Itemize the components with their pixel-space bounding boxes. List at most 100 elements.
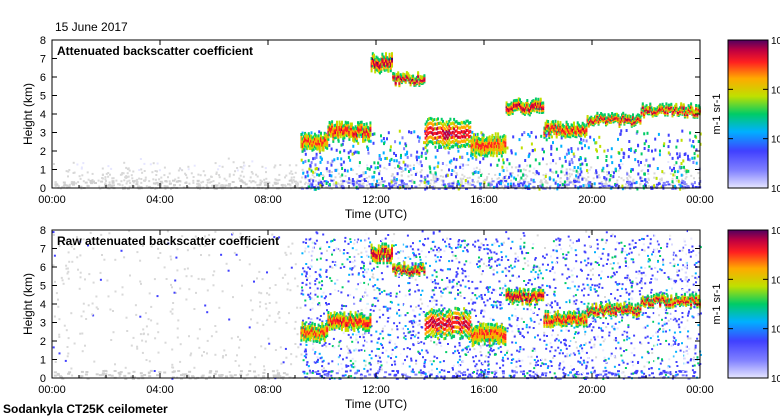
cloud-cell (517, 104, 520, 108)
heatmap-cell (687, 154, 689, 158)
heatmap-cell (104, 369, 107, 372)
heatmap-cell (368, 373, 372, 376)
heatmap-cell (457, 180, 460, 184)
heatmap-cell (188, 335, 190, 338)
heatmap-cell (502, 372, 505, 375)
cloud-cell (345, 134, 348, 138)
cloud-cell (544, 127, 547, 131)
heatmap-cell (434, 171, 437, 175)
cloud-cell (485, 150, 487, 154)
heatmap-cell (70, 367, 73, 370)
heatmap-cell (378, 157, 381, 161)
heatmap-cell (135, 313, 138, 316)
heatmap-cell (474, 133, 476, 137)
cloud-cell (442, 138, 444, 142)
heatmap-cell (575, 240, 578, 243)
heatmap-cell (316, 173, 319, 177)
cloud-cell (350, 122, 353, 126)
heatmap-cell (416, 158, 418, 162)
cloud-cell (505, 107, 508, 110)
heatmap-cell (91, 172, 94, 175)
cloud-cell (542, 101, 545, 105)
heatmap-cell (261, 278, 264, 281)
cloud-cell (326, 141, 329, 145)
cloud-cell (502, 147, 504, 151)
heatmap-cell (514, 152, 517, 156)
cloud-cell (451, 140, 454, 143)
heatmap-cell (682, 159, 685, 163)
heatmap-cell (67, 170, 70, 173)
cloud-cell (373, 58, 375, 62)
heatmap-cell (560, 144, 563, 148)
heatmap-cell (262, 323, 265, 326)
heatmap-cell (625, 129, 628, 132)
heatmap-cell (647, 182, 649, 184)
heatmap-cell (238, 259, 241, 261)
heatmap-cell (446, 186, 449, 188)
heatmap-cell (287, 183, 290, 186)
heatmap-cell (365, 184, 368, 187)
cloud-cell (472, 145, 475, 149)
heatmap-cell (549, 311, 552, 314)
cloud-cell (304, 144, 307, 148)
heatmap-cell (667, 319, 670, 322)
colorbar: 10-710-610-510-4m-1 sr-1 (711, 34, 780, 195)
heatmap-cell (79, 240, 82, 243)
heatmap-cell (450, 185, 454, 188)
cloud-cell (460, 125, 463, 129)
heatmap-cell (302, 161, 305, 165)
heatmap-cell (77, 181, 80, 184)
heatmap-cell (416, 161, 419, 164)
heatmap-cell (163, 166, 166, 169)
heatmap-cell (533, 167, 536, 170)
cloud-cell (442, 119, 444, 123)
heatmap-cell (444, 188, 448, 190)
cloud-cell (476, 145, 479, 149)
heatmap-cell (285, 321, 288, 324)
heatmap-cell (287, 245, 290, 248)
heatmap-cell (390, 175, 393, 178)
cloud-cell (439, 126, 442, 130)
heatmap-cell (360, 174, 363, 178)
heatmap-cell (493, 300, 495, 303)
cloud-cell (550, 120, 553, 124)
heatmap-cell (378, 288, 381, 291)
cloud-cell (621, 113, 623, 117)
heatmap-cell (375, 184, 378, 188)
cloud-cell (476, 142, 479, 146)
heatmap-cell (143, 374, 147, 376)
cloud-cell (528, 104, 531, 108)
cloud-cell (504, 150, 507, 154)
heatmap-cell (328, 173, 331, 177)
cloud-cell (516, 98, 519, 102)
heatmap-cell (121, 286, 124, 289)
heatmap-cell (70, 245, 73, 248)
heatmap-cell (513, 184, 517, 187)
heatmap-cell (263, 178, 266, 181)
heatmap-cell (254, 356, 257, 359)
cloud-cell (471, 149, 474, 153)
cloud-cell (387, 59, 390, 63)
cloud-cell (534, 97, 537, 101)
cloud-cell (505, 110, 508, 114)
heatmap-cell (498, 172, 501, 176)
heatmap-cell (349, 351, 352, 354)
cloud-cell (474, 144, 477, 148)
heatmap-cell (610, 147, 613, 151)
heatmap-cell (171, 363, 174, 366)
heatmap-cell (319, 183, 322, 187)
cloud-cell (382, 55, 385, 59)
cloud-cell (434, 122, 437, 126)
heatmap-cell (275, 182, 279, 185)
cloud-cell (311, 141, 314, 145)
cloud-cell (510, 103, 513, 107)
heatmap-cell (584, 342, 587, 345)
heatmap-cell (221, 185, 225, 188)
cloud-cell (471, 152, 474, 156)
cloud-cell (445, 120, 448, 124)
heatmap-cell (315, 184, 318, 187)
heatmap-cell (395, 295, 398, 298)
cloud-cell (339, 130, 342, 134)
cloud-cell (525, 105, 528, 109)
cloud-cell (471, 143, 474, 147)
